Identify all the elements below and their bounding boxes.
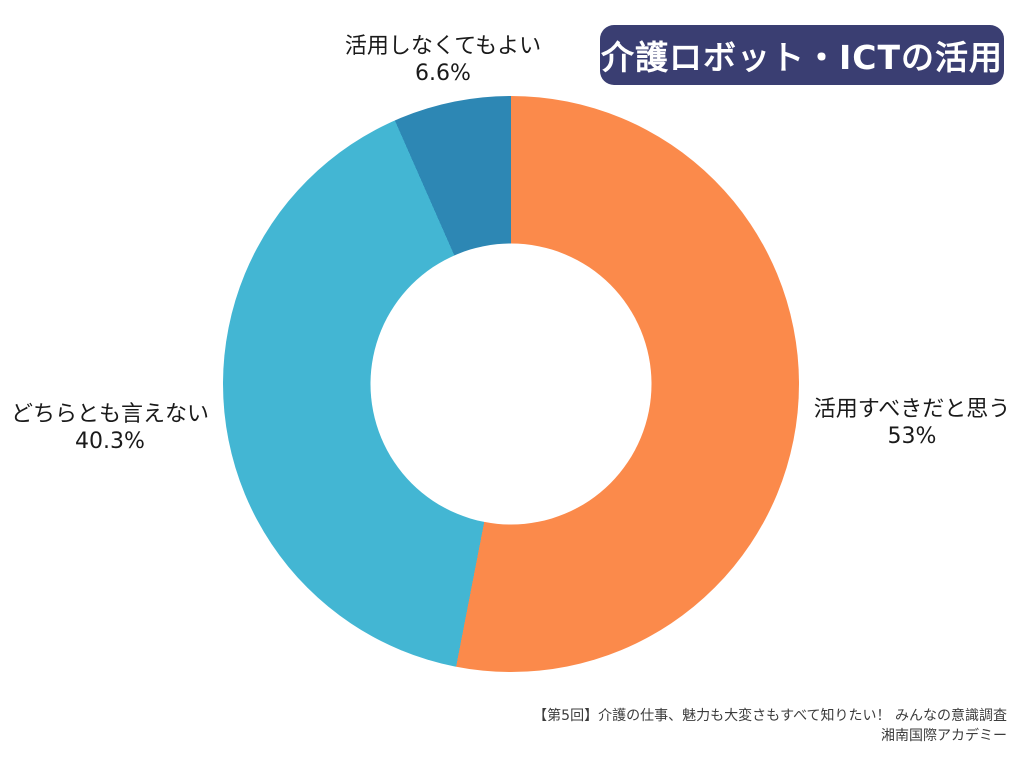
source-note-line2: 湘南国際アカデミー xyxy=(881,728,1007,744)
source-note: 【第5回】介護の仕事、魅力も大変さもすべて知りたい！ みんなの意識調査 湘南国際… xyxy=(533,706,1007,746)
slice-label-text: どちらとも言えない xyxy=(10,402,210,427)
chart-title: 介護ロボット・ICTの活用 xyxy=(600,38,1003,77)
donut-chart xyxy=(223,96,799,672)
slice-label-neutral: どちらとも言えない 40.3% xyxy=(11,401,209,455)
slice-label-text: 活用すべきだと思う xyxy=(813,397,1011,422)
slice-label-should-use: 活用すべきだと思う 53% xyxy=(814,396,1010,450)
slice-label-text: 活用しなくてもよい xyxy=(344,34,542,59)
slice-percent: 53% xyxy=(887,424,937,449)
slice-percent: 40.3% xyxy=(75,429,145,454)
source-note-line1: 【第5回】介護の仕事、魅力も大変さもすべて知りたい！ みんなの意識調査 xyxy=(533,708,1007,724)
chart-title-badge: 介護ロボット・ICTの活用 xyxy=(600,25,1004,85)
slice-label-no-need: 活用しなくてもよい 6.6% xyxy=(345,33,541,87)
donut-hole xyxy=(370,243,652,525)
slice-percent: 6.6% xyxy=(415,61,471,86)
